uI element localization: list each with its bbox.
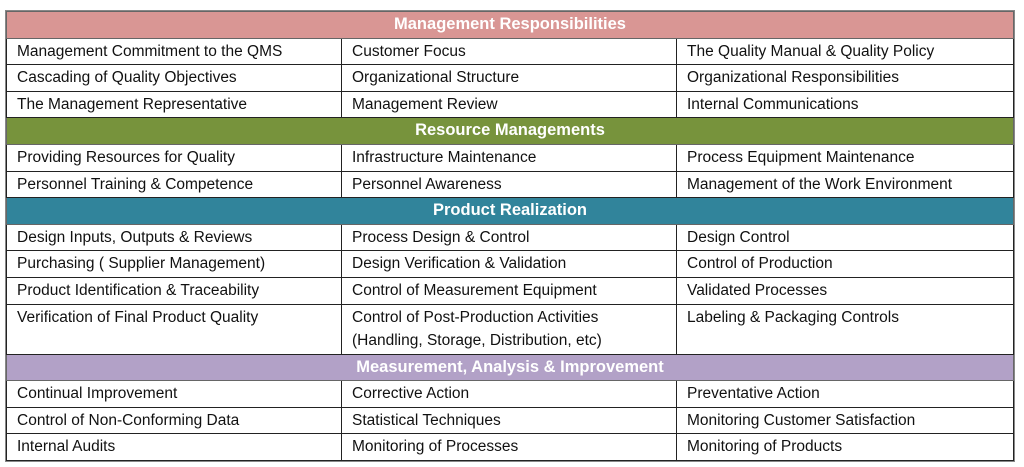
table-cell: Monitoring of Processes <box>341 433 677 461</box>
section-title: Management Responsibilities <box>6 11 1014 39</box>
table-row: Design Inputs, Outputs & Reviews Process … <box>6 223 1014 252</box>
table-cell: Organizational Structure <box>341 64 677 92</box>
table-row: Personnel Training & Competence Personnel… <box>6 170 1014 199</box>
table-row: Purchasing ( Supplier Management) Design … <box>6 250 1014 278</box>
section-title: Resource Managements <box>6 117 1014 145</box>
table-row: Providing Resources for Quality Infrastru… <box>6 143 1014 172</box>
table-cell: Preventative Action <box>676 380 1014 408</box>
table-cell: Continual Improvement <box>6 380 342 408</box>
table-cell: Design Verification & Validation <box>341 250 677 278</box>
table-cell: Infrastructure Maintenance <box>341 143 677 172</box>
table-cell: Personnel Training & Competence <box>6 170 342 199</box>
table-row: Cascading of Quality Objectives Organizat… <box>6 64 1014 92</box>
table-row: Product Identification & Traceability Con… <box>6 276 1014 305</box>
qms-table: Management Responsibilities Management Co… <box>5 10 1015 462</box>
table-row: Management Commitment to the QMS Customer… <box>6 37 1014 66</box>
table-cell: Process Design & Control <box>341 223 677 252</box>
table-cell: Design Control <box>676 223 1014 252</box>
table-cell: Control of Measurement Equipment <box>341 276 677 305</box>
cell-text: Verification of Final Product Quality <box>17 308 259 326</box>
section-header-management: Management Responsibilities <box>6 11 1014 39</box>
section-header-resource: Resource Managements <box>6 117 1014 145</box>
table-cell: Design Inputs, Outputs & Reviews <box>6 223 342 252</box>
section-title: Product Realization <box>6 197 1014 225</box>
table-cell: Customer Focus <box>341 37 677 66</box>
table-cell: Personnel Awareness <box>341 170 677 199</box>
table-cell: Control of Post-Production Activities (Ha… <box>341 303 677 355</box>
table-cell: Labeling & Packaging Controls <box>676 303 1014 355</box>
table-cell: Purchasing ( Supplier Management) <box>6 250 342 278</box>
table-cell: Process Equipment Maintenance <box>676 143 1014 172</box>
table-cell: The Management Representative <box>6 90 342 119</box>
section-title: Measurement, Analysis & Improvement <box>6 353 1014 382</box>
table-cell: The Quality Manual & Quality Policy <box>676 37 1014 66</box>
cell-text: Labeling & Packaging Controls <box>687 308 899 326</box>
table-cell: Statistical Techniques <box>341 406 677 435</box>
table-cell: Management Commitment to the QMS <box>6 37 342 66</box>
table-cell: Control of Production <box>676 250 1014 278</box>
table-cell: Cascading of Quality Objectives <box>6 64 342 92</box>
table-cell: Management Review <box>341 90 677 119</box>
table-row: Internal Audits Monitoring of Processes Mo… <box>6 433 1014 461</box>
table-cell: Management of the Work Environment <box>676 170 1014 199</box>
table-row: Verification of Final Product Quality Con… <box>6 303 1014 355</box>
table-row: The Management Representative Management … <box>6 90 1014 119</box>
table-row: Control of Non-Conforming Data Statistica… <box>6 406 1014 435</box>
table-cell: Internal Communications <box>676 90 1014 119</box>
table-cell: Internal Audits <box>6 433 342 461</box>
table-cell: Control of Non-Conforming Data <box>6 406 342 435</box>
cell-text-line2: (Handling, Storage, Distribution, etc) <box>352 331 602 349</box>
table-cell: Product Identification & Traceability <box>6 276 342 305</box>
table-cell: Monitoring Customer Satisfaction <box>676 406 1014 435</box>
table-cell: Corrective Action <box>341 380 677 408</box>
section-header-measurement: Measurement, Analysis & Improvement <box>6 353 1014 382</box>
cell-text: Control of Post-Production Activities <box>352 308 599 326</box>
table-cell: Validated Processes <box>676 276 1014 305</box>
table-cell: Providing Resources for Quality <box>6 143 342 172</box>
table-row: Continual Improvement Corrective Action Pr… <box>6 380 1014 408</box>
table-cell: Verification of Final Product Quality <box>6 303 342 355</box>
table-cell: Organizational Responsibilities <box>676 64 1014 92</box>
table-cell: Monitoring of Products <box>676 433 1014 461</box>
section-header-product: Product Realization <box>6 197 1014 225</box>
